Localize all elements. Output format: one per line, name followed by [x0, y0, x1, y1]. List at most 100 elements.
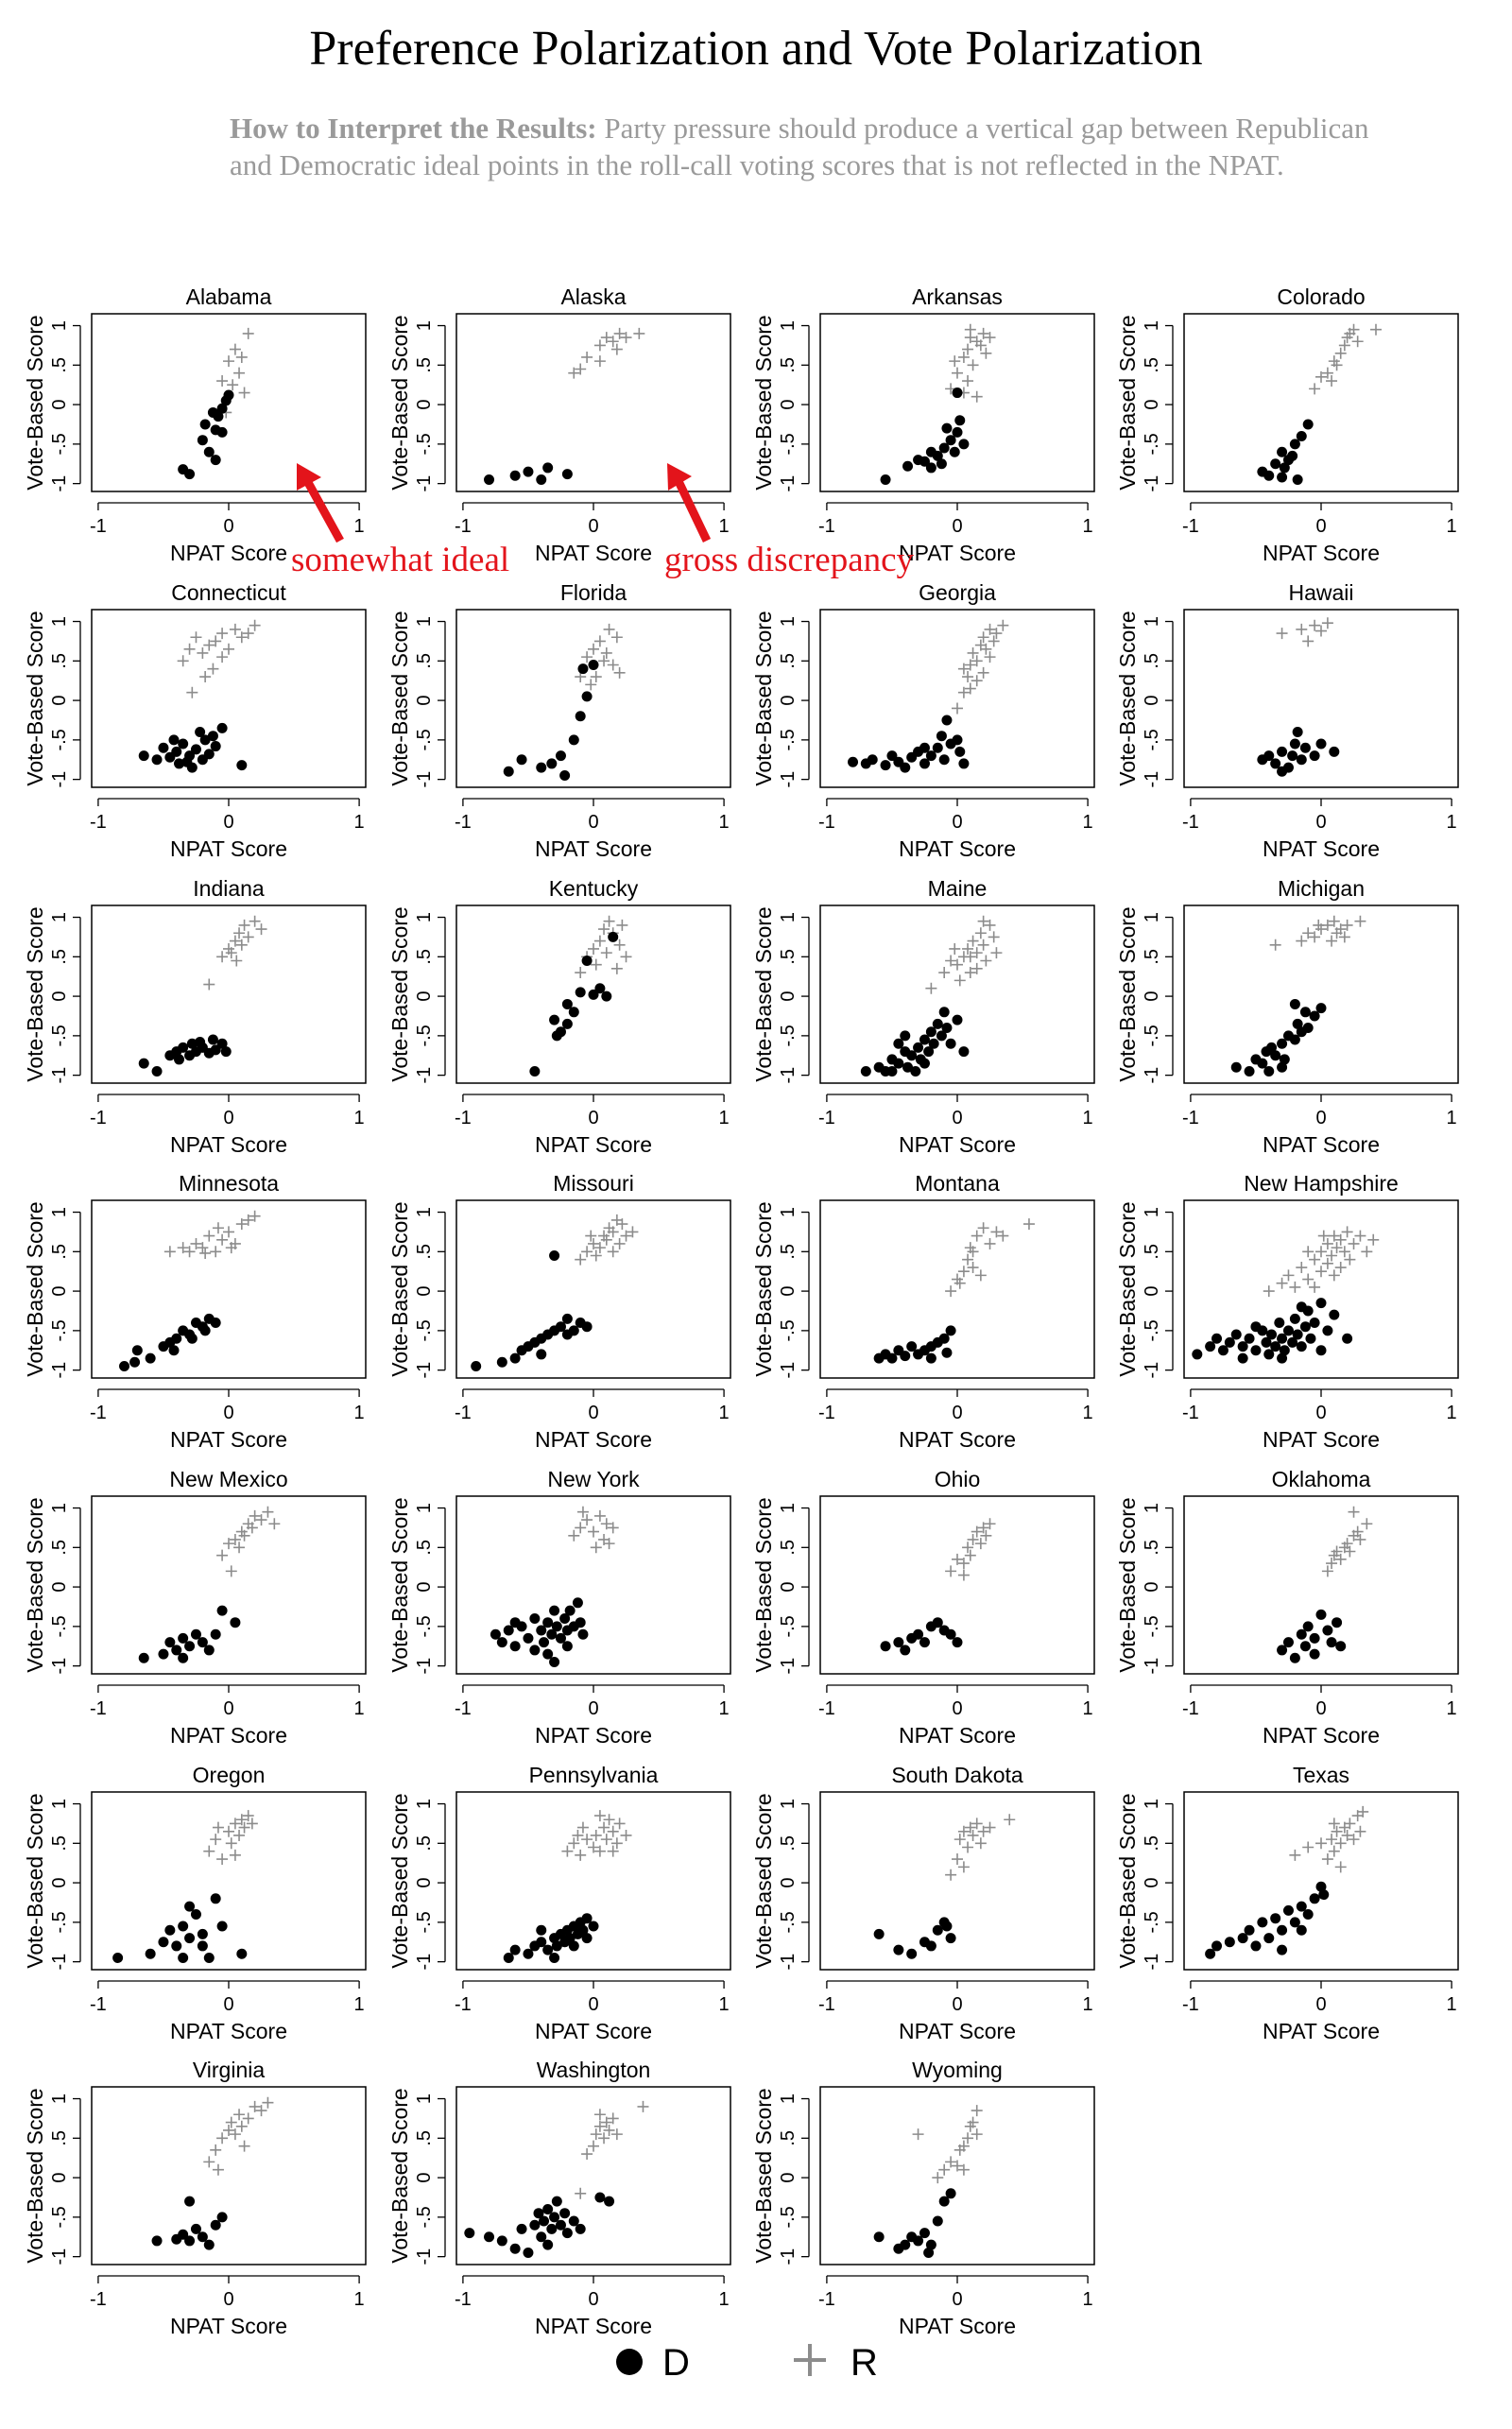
- republican-point: [581, 1514, 593, 1526]
- democrat-point: [568, 734, 579, 746]
- y-tick-label: -.5: [49, 729, 70, 750]
- y-tick-label: 1: [778, 616, 799, 627]
- democrat-point: [1289, 1313, 1300, 1324]
- republican-point: [954, 1834, 966, 1846]
- democrat-point: [952, 426, 963, 438]
- y-tick-label: -1: [49, 475, 70, 492]
- y-tick-label: -.5: [1142, 1319, 1162, 1341]
- republican-point: [255, 2105, 267, 2117]
- republican-point: [962, 1841, 974, 1853]
- republican-point: [249, 1210, 261, 1222]
- democrat-point: [197, 435, 208, 446]
- democrat-point: [536, 1937, 547, 1948]
- republican-point: [938, 2163, 951, 2176]
- x-tick-label: 0: [223, 1403, 233, 1423]
- republican-point: [210, 635, 222, 647]
- x-tick-label: 0: [588, 1108, 598, 1128]
- annotation-arrowhead-alaska: [667, 463, 692, 491]
- democrat-point: [1287, 750, 1298, 762]
- x-tick-label: 1: [354, 1698, 365, 1719]
- democrat-point: [1277, 472, 1288, 483]
- republican-point: [962, 671, 974, 683]
- republican-point: [242, 1214, 254, 1226]
- y-axis-label: Vote-Based Score: [387, 1201, 412, 1376]
- democrat-point: [216, 2212, 228, 2223]
- republican-point: [1351, 336, 1364, 348]
- y-tick-label: 1: [414, 912, 435, 922]
- democrat-point: [195, 727, 206, 738]
- republican-point: [964, 967, 976, 979]
- democrat-point: [236, 760, 248, 771]
- democrat-point: [216, 1605, 228, 1616]
- republican-point: [1309, 1281, 1321, 1293]
- republican-point: [610, 343, 623, 355]
- democrat-point: [555, 1321, 566, 1333]
- y-tick-label: .5: [778, 357, 799, 373]
- democrat-point: [594, 2192, 606, 2203]
- panel-title: Texas: [1293, 1763, 1349, 1787]
- democrat-point: [601, 991, 612, 1002]
- republican-point: [203, 978, 215, 991]
- republican-point: [598, 655, 610, 667]
- republican-point: [598, 923, 610, 936]
- x-axis-label: NPAT Score: [170, 836, 287, 861]
- y-tick-label: -.5: [414, 729, 435, 750]
- republican-point: [249, 2100, 261, 2112]
- democrat-point: [923, 2247, 935, 2258]
- republican-point: [990, 1226, 1003, 1238]
- republican-point: [957, 1266, 970, 1278]
- republican-point: [593, 935, 606, 947]
- y-tick-label: -1: [778, 1067, 799, 1084]
- republican-point: [593, 635, 606, 647]
- republican-point: [262, 2096, 274, 2109]
- democrat-point: [1309, 750, 1320, 762]
- democrat-point: [503, 1625, 514, 1636]
- republican-point: [1338, 1246, 1350, 1258]
- democrat-point: [1250, 1321, 1262, 1333]
- x-axis-label: NPAT Score: [170, 2314, 287, 2338]
- democrat-point: [568, 1007, 579, 1018]
- republican-point: [957, 1558, 970, 1570]
- republican-point: [197, 646, 209, 659]
- republican-point: [980, 347, 992, 359]
- republican-point: [1321, 1237, 1333, 1249]
- panel-title: Alabama: [186, 284, 272, 309]
- republican-point: [1302, 1273, 1314, 1285]
- democrat-point: [919, 2228, 930, 2239]
- democrat-point: [1277, 1645, 1288, 1656]
- democrat-point: [216, 722, 228, 733]
- democrat-point: [195, 1037, 206, 1048]
- x-tick-label: 0: [588, 516, 598, 537]
- x-axis-label: NPAT Score: [535, 836, 652, 861]
- democrat-point: [561, 1313, 573, 1324]
- republican-point: [216, 1853, 229, 1866]
- panel-frame: [91, 1199, 367, 1379]
- y-tick-label: 0: [414, 991, 435, 1002]
- democrat-point: [938, 754, 950, 766]
- y-tick-label: -1: [49, 1067, 70, 1084]
- y-tick-label: 0: [778, 400, 799, 410]
- y-tick-label: -.5: [414, 433, 435, 455]
- x-tick-label: -1: [455, 516, 472, 537]
- y-tick-label: -1: [414, 475, 435, 492]
- republican-point: [255, 923, 267, 936]
- republican-point: [229, 1533, 241, 1545]
- y-tick-label: 1: [1142, 320, 1162, 331]
- democrat-point: [1292, 474, 1303, 485]
- y-tick-label: -1: [414, 2248, 435, 2265]
- democrat-point: [1282, 1904, 1294, 1916]
- panel-title: Oregon: [193, 1763, 266, 1787]
- democrat-point: [1211, 1940, 1223, 1952]
- republican-point: [1302, 1246, 1314, 1258]
- republican-point: [593, 339, 606, 352]
- republican-point: [575, 1522, 587, 1534]
- republican-point: [949, 942, 961, 955]
- republican-point: [212, 1821, 224, 1834]
- legend: D R: [616, 2342, 878, 2384]
- y-tick-label: 0: [778, 1582, 799, 1593]
- republican-point: [1315, 1837, 1327, 1850]
